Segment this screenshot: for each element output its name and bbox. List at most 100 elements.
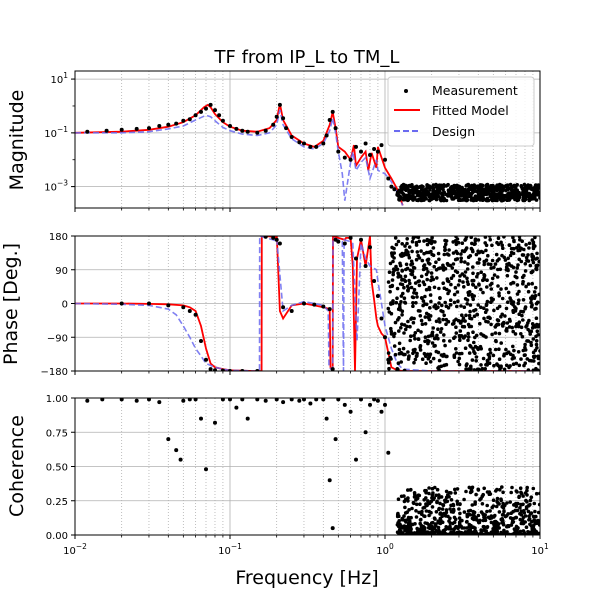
measurement-noise-point — [431, 246, 436, 250]
measurement-noise-point — [443, 300, 448, 305]
measurement-noise-point — [403, 327, 408, 332]
measurement-noise-point — [529, 270, 534, 275]
measurement-noise-point — [400, 313, 404, 317]
measurement-noise-point — [389, 302, 393, 306]
measurement-noise-point — [427, 262, 432, 266]
measurement-noise-point — [464, 189, 468, 193]
measurement-noise-point — [397, 347, 402, 352]
measurement-noise-point — [429, 271, 434, 275]
measurement-noise-point — [536, 193, 540, 197]
measurement-noise-point — [475, 184, 480, 188]
magnitude-ylabel: Magnitude — [6, 90, 28, 191]
measurement-point — [147, 126, 151, 131]
measurement-noise-point — [453, 285, 458, 290]
measurement-noise-point — [393, 320, 398, 325]
measurement-noise-point — [482, 306, 486, 311]
measurement-noise-point — [425, 530, 429, 534]
measurement-noise-point — [416, 493, 421, 498]
measurement-point — [342, 241, 347, 246]
measurement-noise-point — [485, 196, 490, 201]
measurement-noise-point — [484, 302, 489, 306]
measurement-noise-point — [413, 331, 418, 335]
measurement-noise-point — [471, 297, 476, 302]
measurement-point — [119, 301, 124, 306]
measurement-noise-point — [436, 305, 440, 310]
measurement-noise-point — [437, 528, 441, 533]
measurement-noise-point — [534, 316, 539, 321]
measurement-noise-point — [509, 246, 514, 251]
measurement-noise-point — [406, 250, 410, 254]
measurement-noise-point — [431, 326, 436, 330]
measurement-noise-point — [510, 485, 514, 490]
measurement-noise-point — [467, 313, 472, 318]
measurement-noise-point — [406, 357, 411, 361]
measurement-noise-point — [490, 258, 495, 263]
measurement-noise-point — [500, 197, 504, 202]
measurement-noise-point — [418, 518, 423, 522]
measurement-noise-point — [461, 316, 466, 320]
measurement-noise-point — [490, 243, 494, 248]
measurement-point — [297, 398, 302, 403]
measurement-noise-point — [472, 340, 476, 345]
measurement-noise-point — [451, 273, 456, 278]
measurement-noise-point — [479, 270, 484, 275]
measurement-point — [348, 409, 353, 414]
y-tick-label: 10−3 — [44, 179, 68, 194]
measurement-point — [368, 402, 372, 407]
measurement-noise-point — [402, 514, 406, 518]
measurement-noise-point — [535, 346, 539, 350]
measurement-noise-point — [520, 239, 524, 243]
measurement-noise-point — [390, 284, 394, 289]
measurement-noise-point — [475, 312, 479, 317]
measurement-point — [312, 302, 317, 307]
measurement-noise-point — [417, 256, 422, 260]
measurement-point — [134, 126, 139, 131]
measurement-noise-point — [509, 193, 514, 198]
measurement-noise-point — [477, 257, 482, 262]
measurement-noise-point — [533, 509, 537, 514]
measurement-noise-point — [501, 490, 505, 495]
measurement-noise-point — [438, 501, 442, 506]
measurement-noise-point — [489, 520, 494, 525]
measurement-noise-point — [413, 522, 417, 526]
measurement-noise-point — [407, 278, 411, 283]
measurement-noise-point — [504, 286, 509, 291]
measurement-noise-point — [526, 289, 531, 294]
measurement-noise-point — [521, 309, 525, 314]
measurement-noise-point — [447, 248, 451, 252]
measurement-noise-point — [479, 183, 484, 187]
measurement-noise-point — [506, 300, 510, 305]
coherence-ylabel: Coherence — [6, 415, 28, 517]
measurement-noise-point — [411, 265, 416, 270]
phase-ticks: 180 90 0 −90 −180 — [41, 232, 541, 378]
measurement-noise-point — [529, 300, 533, 305]
measurement-noise-point — [534, 306, 538, 311]
measurement-noise-point — [481, 290, 485, 295]
measurement-noise-point — [518, 486, 523, 491]
measurement-noise-point — [491, 353, 496, 358]
x-axis-label: Frequency [Hz] — [235, 567, 378, 589]
measurement-noise-point — [447, 253, 451, 257]
measurement-noise-point — [450, 184, 454, 189]
measurement-point — [245, 129, 250, 134]
measurement-noise-point — [416, 309, 421, 313]
measurement-noise-point — [536, 354, 540, 359]
y-tick-label: −90 — [47, 333, 68, 344]
measurement-noise-point — [400, 268, 405, 273]
measurement-noise-point — [457, 333, 462, 338]
x-tick-label: 100 — [376, 542, 394, 557]
measurement-noise-point — [469, 364, 473, 369]
measurement-noise-point — [519, 325, 524, 330]
measurement-noise-point — [423, 302, 427, 306]
measurement-noise-point — [406, 319, 410, 324]
measurement-noise-point — [422, 351, 427, 356]
measurement-noise-point — [421, 506, 426, 510]
measurement-noise-point — [479, 287, 483, 292]
measurement-noise-point — [512, 531, 516, 535]
measurement-point — [375, 294, 380, 298]
measurement-noise-point — [441, 281, 446, 286]
measurement-noise-point — [492, 273, 497, 277]
measurement-noise-point — [437, 493, 441, 497]
coherence-series — [85, 398, 540, 535]
measurement-noise-point — [520, 313, 524, 318]
